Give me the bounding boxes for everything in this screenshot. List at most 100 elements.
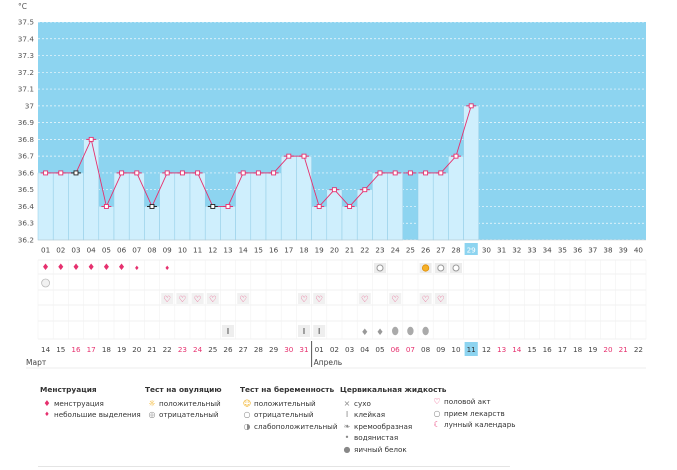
legend-pregnancy-title: Тест на беременность xyxy=(240,385,335,394)
temperature-point xyxy=(164,170,170,176)
egg-white-icon xyxy=(407,326,414,336)
icon-background xyxy=(358,293,371,304)
icon-background xyxy=(313,325,326,337)
icon-background xyxy=(237,293,250,304)
legend-item: слабоположительный xyxy=(254,421,338,431)
cycle-day-label: 04 xyxy=(87,246,97,255)
cycle-day-label: 13 xyxy=(223,246,232,255)
y-tick-label: 36.9 xyxy=(18,118,35,127)
calendar-date-label: 21 xyxy=(619,345,628,354)
temperature-point xyxy=(58,170,64,176)
small-drop-icon: ♦ xyxy=(44,411,50,418)
calendar-date-label: 05 xyxy=(375,345,384,354)
calendar-date-label: 19 xyxy=(588,345,598,354)
heart-icon: ♡ xyxy=(209,295,217,305)
watery-icon: • xyxy=(344,433,350,442)
cycle-day-label: 28 xyxy=(451,246,461,255)
drop-icon: ♦ xyxy=(102,263,110,273)
circle-icon xyxy=(376,264,384,272)
temperature-point xyxy=(468,103,474,109)
pill-icon: ○ xyxy=(433,408,441,418)
cycle-day-label: 18 xyxy=(299,246,309,255)
legend-cervical-title: Цервикальная жидкость xyxy=(340,385,447,394)
cycle-day-label: 15 xyxy=(254,246,263,255)
drop-icon: ♦ xyxy=(42,263,50,273)
heart-icon: ♡ xyxy=(391,295,399,305)
cycle-day-label: 06 xyxy=(117,246,127,255)
legend-item: отрицательный xyxy=(254,410,314,419)
legend-pregnancy-test: Тест на беременность ☺ положительный ○ отр… xyxy=(240,384,338,432)
calendar-date-label: 16 xyxy=(543,345,553,354)
temperature-line-segment xyxy=(440,155,457,174)
calendar-date-label: 12 xyxy=(482,345,491,354)
calendar-date-label: 24 xyxy=(193,345,203,354)
cycle-day-label: 08 xyxy=(147,246,157,255)
temperature-point xyxy=(271,170,277,176)
current-day-highlight xyxy=(464,243,478,255)
temperature-line-segment xyxy=(334,189,350,207)
cycle-day-label: 14 xyxy=(239,246,249,255)
heart-icon: ♡ xyxy=(239,295,247,305)
heart-icon: ♡ xyxy=(437,295,445,305)
legend-item: клейкая xyxy=(354,410,386,419)
cycle-day-label: 20 xyxy=(330,246,340,255)
smile-icon: ☺ xyxy=(242,398,252,408)
icon-background xyxy=(419,293,432,304)
calendar-date-label: 13 xyxy=(497,345,506,354)
temperature-point xyxy=(195,170,201,176)
calendar-date-label: 15 xyxy=(527,345,536,354)
y-tick-label: 37.2 xyxy=(18,68,34,77)
temperature-bar xyxy=(235,172,252,241)
calendar-date-label: 10 xyxy=(451,345,461,354)
cream-icon: ❧ xyxy=(343,421,351,431)
calendar-date-label: 17 xyxy=(87,345,96,354)
watery-icon: ♦ xyxy=(361,328,369,338)
temperature-bar xyxy=(83,139,100,241)
temperature-bar xyxy=(463,105,480,241)
calendar-date-label: 03 xyxy=(345,345,354,354)
cycle-day-label: 10 xyxy=(178,246,188,255)
calendar-date-label: 01 xyxy=(315,345,324,354)
temperature-bar xyxy=(265,172,282,241)
temperature-point xyxy=(316,204,322,209)
y-tick-label: 36.6 xyxy=(18,168,35,177)
temperature-point xyxy=(240,170,246,176)
icon-background xyxy=(206,293,219,304)
temperature-point xyxy=(149,204,155,209)
heart-icon: ♡ xyxy=(422,295,430,305)
heart-icon: ♡ xyxy=(361,295,369,305)
drop-icon: ♦ xyxy=(57,263,65,273)
y-tick-label: 36.3 xyxy=(18,219,35,228)
y-tick-label: 37 xyxy=(25,101,35,110)
sticky-icon: I xyxy=(318,327,321,336)
temperature-bar xyxy=(372,172,388,241)
temperature-bar xyxy=(311,206,328,241)
cycle-day-label: 09 xyxy=(163,246,173,255)
cycle-day-label: 36 xyxy=(573,246,583,255)
legend-item: половой акт xyxy=(444,397,491,406)
temperature-line-segment xyxy=(303,156,320,207)
calendar-date-label: 06 xyxy=(391,345,401,354)
y-tick-label: 36.4 xyxy=(18,202,35,211)
y-unit-label: °C xyxy=(18,2,27,11)
cycle-day-label: 37 xyxy=(588,246,597,255)
temperature-point xyxy=(286,153,292,159)
temperature-line-segment xyxy=(136,172,153,207)
sun-icon: ☼ xyxy=(148,398,156,408)
cycle-day-label: 16 xyxy=(269,246,279,255)
temperature-bar xyxy=(159,172,176,241)
calendar-date-label: 02 xyxy=(330,345,339,354)
calendar-date-label: 22 xyxy=(163,345,172,354)
cycle-day-label: 31 xyxy=(497,246,506,255)
drop-icon: ♦ xyxy=(87,263,95,273)
temperature-point xyxy=(88,136,94,142)
legend-item: лунный календарь xyxy=(444,420,516,429)
small-drop-icon: ♦ xyxy=(134,265,139,272)
temperature-point xyxy=(225,204,231,209)
legend-item: небольшие выделения xyxy=(54,410,141,419)
drop-icon: ♦ xyxy=(118,263,126,273)
egg-white-icon: ● xyxy=(343,444,351,454)
legend-menstruation-title: Менструация xyxy=(40,385,97,394)
calendar-date-label: 29 xyxy=(269,345,279,354)
drop-icon: ♦ xyxy=(72,263,80,273)
